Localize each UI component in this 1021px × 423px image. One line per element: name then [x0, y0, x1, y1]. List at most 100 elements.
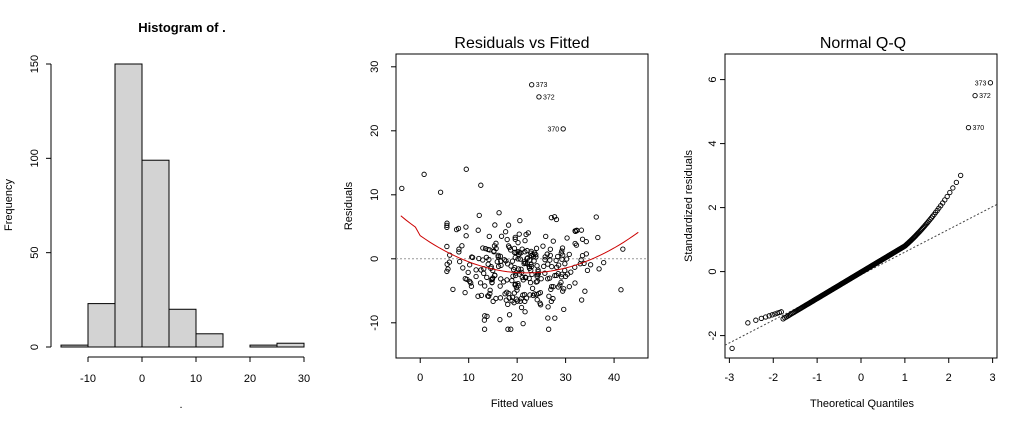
residuals-point [512, 281, 519, 287]
histogram-x-tick-label: 30 [298, 373, 310, 385]
qq-point [729, 345, 735, 352]
residuals-point [483, 254, 490, 261]
residuals-point [566, 251, 572, 258]
residuals-point [511, 300, 517, 306]
residuals-point [587, 262, 594, 268]
residuals-point [498, 233, 505, 239]
residuals-y-tick-label: 0 [369, 256, 381, 262]
residuals-point [505, 243, 512, 249]
residuals-point [520, 292, 526, 298]
residuals-point [437, 189, 444, 195]
residuals-plot-box [395, 53, 649, 359]
residuals-point [476, 255, 482, 262]
residuals-point [527, 279, 534, 286]
residuals-title: Residuals vs Fitted [454, 35, 589, 52]
residuals-point [531, 291, 538, 297]
qq-point [944, 193, 950, 200]
residuals-point [477, 280, 484, 286]
residuals-point [497, 283, 503, 289]
residuals-point [553, 257, 559, 264]
residuals-point [552, 315, 558, 321]
residuals-point [497, 317, 503, 323]
histogram-title: Histogram of . [138, 20, 225, 35]
residuals-point [481, 270, 487, 276]
residuals-point [558, 274, 565, 280]
residuals-point [529, 82, 535, 88]
residuals-point [537, 289, 544, 296]
histogram-y-label: Frequency [3, 179, 15, 231]
histogram-y-tick-label: 0 [29, 344, 41, 350]
residuals-point [512, 272, 519, 279]
residuals-point [497, 295, 504, 301]
residuals-point [572, 280, 578, 286]
qq-point [753, 317, 759, 323]
residuals-point [492, 222, 498, 228]
residuals-point [548, 283, 555, 290]
residuals-point [463, 166, 469, 172]
qq-y-tick-label: 0 [707, 269, 719, 275]
histogram-bar [114, 63, 143, 348]
qq-point [942, 197, 948, 203]
residuals-point [487, 287, 493, 293]
residuals-point [501, 257, 508, 263]
residuals-point [486, 293, 492, 299]
residuals-point [498, 276, 504, 282]
histogram-axes: -10 0 10 20 30 0 50 100 150 [29, 55, 310, 385]
residuals-point [481, 317, 488, 323]
qq-point [987, 80, 994, 86]
histogram-x-label: . [179, 399, 182, 411]
residuals-point [558, 250, 564, 256]
residuals-point [549, 263, 555, 270]
residuals-point [489, 276, 496, 282]
residuals-point [558, 279, 564, 286]
residuals-point [480, 245, 486, 251]
residuals-point [593, 214, 599, 220]
residuals-point [535, 268, 541, 275]
residuals-point-label: 370 [548, 126, 560, 133]
residuals-y-tick-label: 30 [369, 61, 381, 73]
residuals-point [559, 245, 566, 251]
histogram-bar [195, 333, 224, 348]
residuals-point [582, 288, 588, 294]
qq-x-tick-label: 2 [946, 372, 952, 384]
residuals-point [568, 269, 574, 275]
residuals-point [559, 271, 565, 277]
residuals-point [546, 326, 552, 332]
residuals-point [496, 210, 502, 216]
qq-axes: -3 -2 -1 0 1 2 3 -2 0 2 4 6 [707, 77, 996, 384]
residuals-point [475, 293, 481, 299]
qq-point-labels: 373 372 370 [972, 80, 990, 132]
residuals-point [512, 234, 518, 241]
residuals-point [487, 290, 493, 297]
residuals-point [518, 266, 524, 272]
qq-y-tick-label: -2 [707, 331, 719, 341]
residuals-point [529, 285, 536, 292]
residuals-point [531, 258, 537, 264]
residuals-point [482, 283, 488, 289]
residuals-point [525, 230, 531, 236]
residuals-point [522, 274, 528, 280]
histogram-bar [141, 159, 170, 348]
residuals-x-tick-label: 20 [511, 372, 523, 384]
qq-title: Normal Q-Q [820, 35, 906, 52]
residuals-point [478, 267, 484, 273]
residuals-point [506, 312, 513, 318]
residuals-point [517, 256, 524, 262]
qq-x-tick-label: 1 [902, 372, 908, 384]
residuals-point [620, 246, 626, 252]
residuals-point [572, 228, 578, 234]
qq-point [958, 172, 964, 179]
residuals-point [493, 240, 499, 246]
residuals-point [516, 231, 522, 237]
residuals-point [601, 259, 607, 266]
residuals-x-label: Fitted values [491, 398, 554, 410]
residuals-point-labels: 373 372 370 [536, 82, 560, 133]
qq-plot-box [724, 53, 998, 359]
residuals-point [524, 247, 530, 254]
residuals-point [578, 257, 584, 263]
residuals-point [518, 304, 525, 311]
residuals-point [548, 215, 555, 221]
residuals-point [547, 252, 553, 259]
residuals-point [482, 245, 489, 252]
residuals-point [444, 222, 450, 229]
